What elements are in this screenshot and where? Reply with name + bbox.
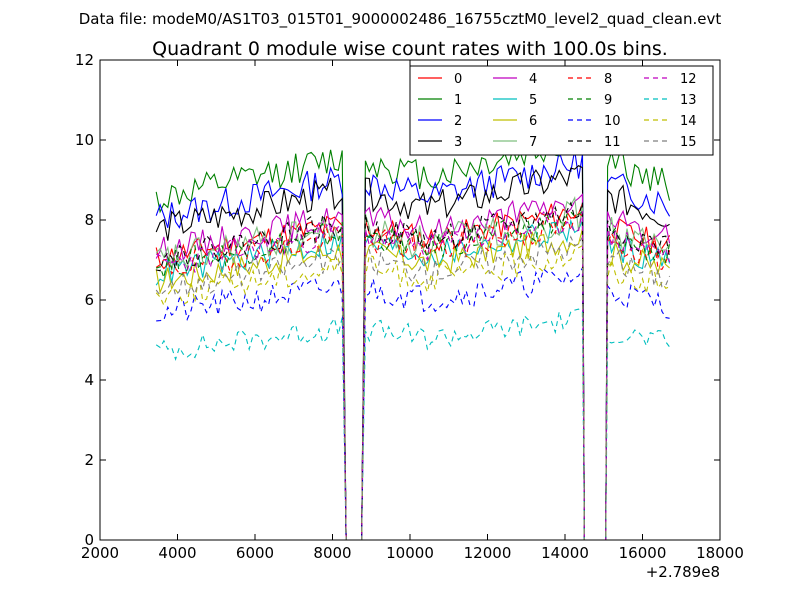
legend-label-13: 13 xyxy=(680,93,697,108)
legend-label-0: 0 xyxy=(454,72,462,87)
series-line-1 xyxy=(155,131,671,541)
legend-label-5: 5 xyxy=(529,93,537,108)
x-tick-label: 2000 xyxy=(81,544,119,562)
x-tick-label: 14000 xyxy=(541,544,589,562)
series-line-15 xyxy=(155,235,671,541)
series-line-10 xyxy=(156,267,670,541)
legend-label-11: 11 xyxy=(604,135,621,150)
series-line-13 xyxy=(155,308,671,541)
legend-label-2: 2 xyxy=(454,114,462,129)
x-tick-label: 18000 xyxy=(696,544,744,562)
y-tick-label: 8 xyxy=(84,211,94,229)
x-tick-label: 6000 xyxy=(236,544,274,562)
x-tick-label: 10000 xyxy=(386,544,434,562)
figure-suptitle: Data file: modeM0/AS1T03_015T01_90000024… xyxy=(79,10,722,29)
x-tick-label: 16000 xyxy=(619,544,667,562)
series-line-8 xyxy=(155,212,671,541)
series-line-3 xyxy=(155,165,670,541)
x-axis: 2000 4000 6000 8000 10000 12000 14000 16000 1800… xyxy=(81,60,744,562)
legend-frame xyxy=(409,65,714,156)
series-line-7 xyxy=(155,195,671,541)
chart-title: Quadrant 0 module wise count rates with … xyxy=(152,38,668,60)
legend-label-9: 9 xyxy=(604,93,612,108)
legend-label-10: 10 xyxy=(604,114,621,129)
series-line-11 xyxy=(156,201,671,541)
legend-label-7: 7 xyxy=(529,135,537,150)
y-tick-label: 10 xyxy=(75,131,94,149)
plot-lines xyxy=(155,131,671,541)
legend-label-1: 1 xyxy=(454,93,462,108)
y-tick-label: 0 xyxy=(84,531,94,549)
y-tick-label: 6 xyxy=(84,291,94,309)
legend-label-14: 14 xyxy=(680,114,697,129)
y-tick-label: 2 xyxy=(84,451,94,469)
y-tick-label: 12 xyxy=(75,51,94,69)
series-line-5 xyxy=(155,218,671,541)
legend-label-4: 4 xyxy=(529,72,537,87)
legend-label-12: 12 xyxy=(680,72,697,87)
series-line-6 xyxy=(155,228,670,541)
series-line-2 xyxy=(155,150,671,541)
x-offset-label: +2.789e8 xyxy=(646,563,720,581)
x-tick-label: 12000 xyxy=(464,544,512,562)
legend-label-6: 6 xyxy=(529,114,537,129)
legend-label-15: 15 xyxy=(680,135,697,150)
y-tick-label: 4 xyxy=(84,371,94,389)
x-tick-label: 4000 xyxy=(158,544,196,562)
series-line-14 xyxy=(155,244,670,541)
x-tick-label: 8000 xyxy=(313,544,351,562)
legend-label-3: 3 xyxy=(454,135,462,150)
legend-label-8: 8 xyxy=(604,72,612,87)
